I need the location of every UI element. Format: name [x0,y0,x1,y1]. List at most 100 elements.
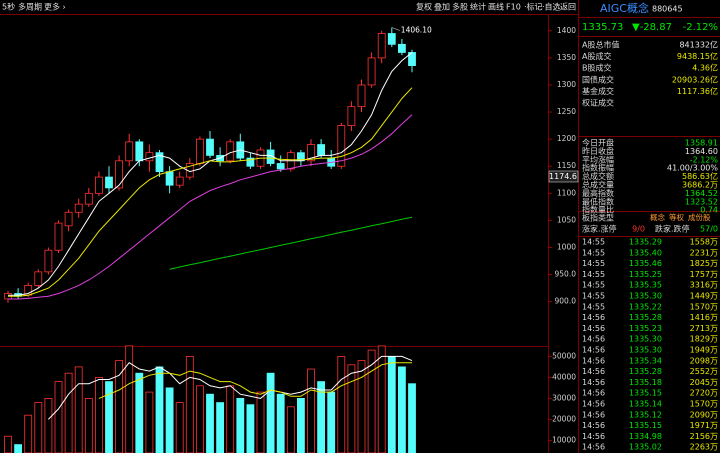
volume-bar [135,372,144,453]
tick-time: 14:56 [582,346,605,355]
tick-volume: 2098万 [690,356,718,365]
toolbar-item[interactable]: 统计 [470,2,486,12]
candle-body [125,141,134,162]
toolbar-item[interactable]: 多周期 [18,2,42,12]
stat-value: 1364.52 [685,189,718,198]
tick-volume: 2156万 [690,432,718,441]
toolbar-item[interactable]: 画线 [488,2,504,12]
volume-bar [327,391,336,453]
tick-volume: 2552万 [690,367,718,376]
candle-body [347,106,356,126]
candle-body [367,57,376,86]
tick-time: 14:56 [582,378,605,387]
stat-label: 昨日收盘 [582,146,614,156]
tick-price: 1335.28 [629,313,662,322]
toolbar-item[interactable]: F10 [506,3,521,12]
y-tick-label: 10000 [552,435,576,444]
stat-value: 841332亿 [679,40,718,50]
volume-bar [357,360,366,453]
volume-bar [337,355,346,453]
toolbar-item[interactable]: 5秒 [2,2,15,12]
candle-body [206,138,214,156]
candle-body [337,125,346,167]
tick-price: 1335.23 [629,324,662,333]
tick-price: 1335.40 [629,248,662,257]
tick-volume: 3316万 [690,281,718,290]
stat-value: 4.36亿 [692,63,718,73]
toolbar-item[interactable]: 更多 › [44,2,66,12]
stat-label: 国债成交 [582,74,614,84]
toolbar-item[interactable]: 叠加 [434,2,450,12]
candle-body [155,152,164,173]
volume-bar [256,391,265,453]
tick-price: 1335.29 [629,238,662,247]
candle-body [64,211,73,227]
tick-time: 14:56 [582,367,605,376]
tick-price: 1335.30 [629,346,662,355]
stat-value: 20903.26亿 [672,74,718,84]
volume-bar [397,366,406,453]
volume-bar [95,376,103,453]
tick-volume: 1971万 [690,421,718,430]
tick-volume: 1558万 [690,238,718,247]
candle-body [135,141,144,162]
toolbar-item[interactable]: 返回 [560,3,576,12]
volume-bar [367,349,376,453]
candle-body [165,171,174,186]
volume-bar [24,414,33,453]
toolbar-item[interactable]: ·标记 [524,2,543,12]
tick-price: 1335.28 [629,367,662,376]
stat-value: 1358.91 [685,139,718,148]
tick-time: 14:56 [582,421,605,430]
tick-price: 1335.25 [629,270,662,279]
tick-volume: 1829万 [690,335,718,344]
volume-bar [14,444,23,453]
tick-volume: 1949万 [690,346,718,355]
candle-body [226,141,235,162]
candle-body [84,192,93,205]
tick-volume: 2720万 [690,389,718,398]
toolbar-item[interactable]: 多股 [452,2,468,12]
volume-bar [377,345,386,453]
moving-average [169,216,413,270]
candle-body [175,176,184,186]
tick-volume: 1449万 [690,292,718,301]
toolbar-item[interactable]: 复权 [416,2,432,12]
cursor-price: 1174.6 [549,172,577,181]
stat-label: B股成交 [582,63,612,73]
moving-average [8,52,413,296]
tick-volume: 2045万 [690,378,718,387]
breadth-value: 57/0 [700,225,718,234]
tick-time: 14:55 [582,238,605,247]
board-label: 板指类型 [582,213,614,223]
y-tick-label: 1100 [557,188,576,197]
volume-bar [74,366,83,453]
tick-price: 1335.46 [629,259,662,268]
candle-body [34,271,43,286]
tick-time: 14:56 [582,356,605,365]
stat-value: 1364.60 [685,147,718,156]
y-tick-label: 950.0 [555,270,577,279]
volume-bar [408,383,416,453]
volume-bar [105,381,113,453]
index-code: 880645 [652,5,683,14]
high-pointer [391,27,400,31]
tick-volume: 2713万 [690,324,718,333]
y-tick-label: 1250 [557,107,576,116]
toolbar-item[interactable]: ·自选 [542,2,561,12]
stat-value: 3686.2万 [682,181,718,190]
stat-label: 指数量比 [582,205,614,215]
candle-body [397,43,406,53]
tick-price: 1335.12 [629,410,662,419]
y-tick-label: 50000 [552,351,576,360]
volume-bar [165,387,174,453]
volume-average [98,362,412,399]
volume-bar [34,402,43,453]
volume-bar [296,397,305,453]
volume-bar [44,397,53,453]
stat-value: 0.74 [700,206,718,215]
candle-body [357,84,366,108]
stat-label: 总成交额 [582,171,614,181]
candle-body [115,160,123,189]
volume-bar [216,402,225,453]
